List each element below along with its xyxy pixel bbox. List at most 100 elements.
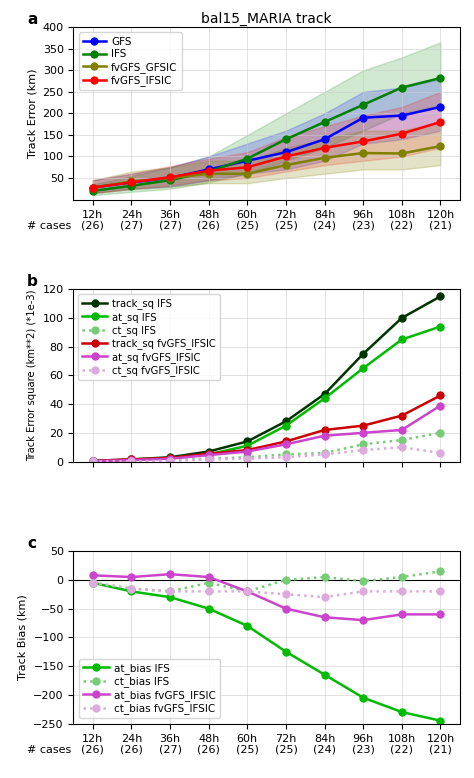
at_bias IFS bbox=[283, 647, 289, 657]
Legend: GFS, IFS, fvGFS_GFSIC, fvGFS_IFSIC: GFS, IFS, fvGFS_GFSIC, fvGFS_IFSIC bbox=[79, 33, 182, 90]
Text: (27): (27) bbox=[120, 221, 143, 230]
Text: 60h: 60h bbox=[237, 734, 258, 744]
ct_sq IFS bbox=[438, 428, 443, 437]
at_bias fvGFS_IFSIC bbox=[322, 612, 328, 622]
at_sq IFS bbox=[206, 450, 211, 459]
at_bias fvGFS_IFSIC bbox=[167, 569, 173, 579]
Line: ct_bias fvGFS_IFSIC: ct_bias fvGFS_IFSIC bbox=[89, 580, 444, 601]
Title: bal15_MARIA track: bal15_MARIA track bbox=[201, 12, 332, 26]
ct_sq IFS bbox=[399, 436, 405, 445]
Line: at_bias fvGFS_IFSIC: at_bias fvGFS_IFSIC bbox=[89, 571, 444, 624]
Text: 48h: 48h bbox=[198, 210, 219, 219]
Line: at_sq IFS: at_sq IFS bbox=[89, 323, 444, 464]
ct_sq IFS bbox=[206, 454, 211, 464]
at_sq IFS bbox=[283, 421, 289, 430]
Text: 108h: 108h bbox=[388, 210, 416, 219]
Text: (22): (22) bbox=[390, 221, 413, 230]
track_sq IFS bbox=[438, 292, 443, 301]
at_bias fvGFS_IFSIC bbox=[90, 570, 96, 580]
Text: # cases: # cases bbox=[27, 745, 71, 755]
track_sq IFS bbox=[90, 456, 96, 465]
Line: at_bias IFS: at_bias IFS bbox=[89, 580, 444, 724]
ct_bias IFS bbox=[206, 578, 211, 587]
Text: 60h: 60h bbox=[237, 210, 258, 219]
ct_bias fvGFS_IFSIC bbox=[128, 584, 134, 593]
Text: 48h: 48h bbox=[198, 734, 219, 744]
track_sq fvGFS_IFSIC bbox=[322, 426, 328, 435]
at_sq IFS bbox=[322, 394, 328, 403]
at_sq fvGFS_IFSIC bbox=[245, 447, 250, 456]
Text: (21): (21) bbox=[429, 221, 452, 230]
at_sq IFS bbox=[438, 322, 443, 331]
Line: at_sq fvGFS_IFSIC: at_sq fvGFS_IFSIC bbox=[89, 402, 444, 464]
Text: (26): (26) bbox=[82, 745, 104, 755]
Text: c: c bbox=[27, 536, 36, 551]
Text: (26): (26) bbox=[197, 221, 220, 230]
at_bias fvGFS_IFSIC bbox=[438, 610, 443, 619]
Text: 96h: 96h bbox=[353, 734, 374, 744]
Text: 24h: 24h bbox=[121, 734, 142, 744]
at_sq fvGFS_IFSIC bbox=[167, 454, 173, 464]
Y-axis label: Track Error (km): Track Error (km) bbox=[27, 68, 37, 158]
ct_sq fvGFS_IFSIC bbox=[128, 457, 134, 466]
Text: (25): (25) bbox=[274, 221, 297, 230]
ct_bias fvGFS_IFSIC bbox=[90, 578, 96, 587]
at_bias IFS bbox=[360, 693, 366, 703]
track_sq IFS bbox=[206, 447, 211, 456]
Text: (27): (27) bbox=[158, 745, 182, 755]
ct_bias fvGFS_IFSIC bbox=[438, 587, 443, 596]
at_sq IFS bbox=[128, 455, 134, 464]
ct_bias IFS bbox=[283, 575, 289, 584]
ct_sq IFS bbox=[167, 456, 173, 465]
ct_sq IFS bbox=[322, 448, 328, 457]
ct_bias IFS bbox=[322, 573, 328, 582]
at_sq fvGFS_IFSIC bbox=[90, 457, 96, 466]
at_bias fvGFS_IFSIC bbox=[360, 615, 366, 625]
Line: ct_sq fvGFS_IFSIC: ct_sq fvGFS_IFSIC bbox=[89, 443, 444, 465]
track_sq IFS bbox=[283, 417, 289, 426]
track_sq IFS bbox=[322, 389, 328, 398]
Text: (26): (26) bbox=[120, 745, 143, 755]
ct_sq IFS bbox=[283, 450, 289, 459]
Text: (26): (26) bbox=[82, 221, 104, 230]
ct_sq fvGFS_IFSIC bbox=[245, 454, 250, 464]
at_sq IFS bbox=[245, 441, 250, 450]
Text: (25): (25) bbox=[236, 221, 259, 230]
at_bias fvGFS_IFSIC bbox=[245, 587, 250, 596]
Text: (25): (25) bbox=[236, 745, 259, 755]
Text: (23): (23) bbox=[352, 221, 374, 230]
ct_bias IFS bbox=[245, 587, 250, 596]
at_bias IFS bbox=[399, 707, 405, 717]
Y-axis label: Track Error square (km**2) (*1e-3): Track Error square (km**2) (*1e-3) bbox=[27, 289, 37, 461]
track_sq fvGFS_IFSIC bbox=[283, 436, 289, 446]
ct_sq IFS bbox=[360, 440, 366, 449]
track_sq fvGFS_IFSIC bbox=[360, 421, 366, 430]
Legend: track_sq IFS, at_sq IFS, ct_sq IFS, track_sq fvGFS_IFSIC, at_sq fvGFS_IFSIC, ct_: track_sq IFS, at_sq IFS, ct_sq IFS, trac… bbox=[79, 294, 220, 380]
ct_bias IFS bbox=[399, 573, 405, 582]
ct_bias IFS bbox=[90, 578, 96, 587]
track_sq IFS bbox=[167, 453, 173, 462]
at_bias IFS bbox=[206, 604, 211, 613]
Text: 24h: 24h bbox=[121, 210, 142, 219]
ct_sq fvGFS_IFSIC bbox=[167, 456, 173, 465]
ct_bias fvGFS_IFSIC bbox=[167, 587, 173, 596]
track_sq fvGFS_IFSIC bbox=[206, 449, 211, 458]
at_sq IFS bbox=[90, 457, 96, 466]
Text: b: b bbox=[27, 274, 38, 289]
Text: (22): (22) bbox=[390, 745, 413, 755]
track_sq IFS bbox=[245, 436, 250, 446]
Text: 84h: 84h bbox=[314, 734, 335, 744]
at_sq fvGFS_IFSIC bbox=[438, 401, 443, 410]
ct_bias IFS bbox=[360, 576, 366, 586]
ct_sq fvGFS_IFSIC bbox=[90, 457, 96, 466]
Text: 72h: 72h bbox=[275, 734, 297, 744]
ct_bias fvGFS_IFSIC bbox=[206, 587, 211, 596]
ct_bias fvGFS_IFSIC bbox=[399, 587, 405, 596]
at_bias fvGFS_IFSIC bbox=[399, 610, 405, 619]
track_sq fvGFS_IFSIC bbox=[90, 456, 96, 465]
at_bias IFS bbox=[128, 587, 134, 596]
ct_sq fvGFS_IFSIC bbox=[399, 443, 405, 452]
track_sq IFS bbox=[128, 454, 134, 464]
at_sq fvGFS_IFSIC bbox=[360, 428, 366, 437]
at_bias IFS bbox=[167, 593, 173, 602]
